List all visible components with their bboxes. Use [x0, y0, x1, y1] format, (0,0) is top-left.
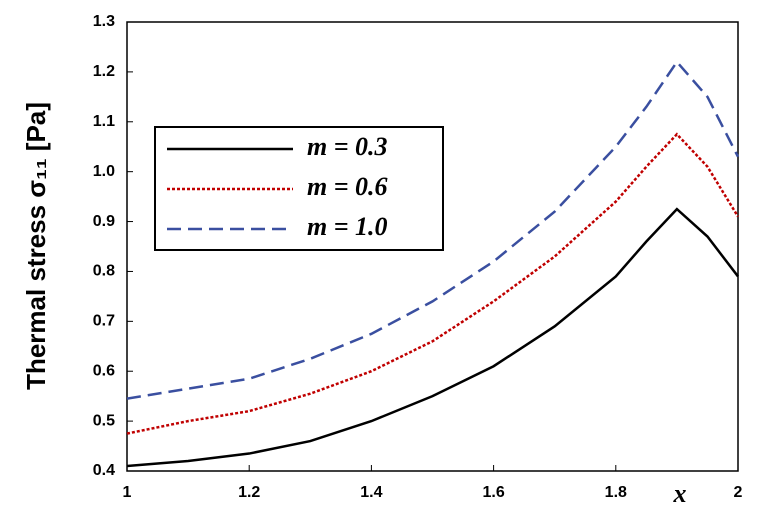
y-tick-label: 1.1 — [93, 113, 115, 130]
y-tick-label: 0.7 — [93, 313, 115, 330]
y-tick-label: 1.2 — [93, 63, 115, 80]
y-tick-label: 1.3 — [93, 13, 115, 30]
y-tick-label: 1.0 — [93, 163, 115, 180]
y-tick-label: 0.6 — [93, 362, 115, 379]
y-tick-label: 0.4 — [93, 462, 115, 479]
legend-label: m = 0.6 — [307, 172, 388, 201]
y-axis-label: Thermal stress σ₁₁ [Pa] — [21, 102, 51, 390]
x-tick-label: 2 — [734, 484, 743, 501]
series-line — [126, 132, 740, 435]
x-tick-label: 1.6 — [482, 484, 504, 501]
plot-frame — [126, 21, 739, 472]
x-tick-label: 1.8 — [605, 484, 627, 501]
y-tick-label: 0.9 — [93, 213, 115, 230]
x-tick-label: 1 — [123, 484, 132, 501]
legend-label: m = 0.3 — [307, 132, 388, 161]
x-tick-label: 1.2 — [238, 484, 260, 501]
y-tick-label: 0.5 — [93, 412, 115, 429]
series-line — [126, 207, 739, 468]
x-tick-label: 1.4 — [360, 484, 382, 501]
legend-box — [154, 126, 444, 251]
y-tick-label: 0.8 — [93, 263, 115, 280]
legend-label: m = 1.0 — [307, 212, 388, 241]
x-axis-label: x — [673, 479, 687, 508]
